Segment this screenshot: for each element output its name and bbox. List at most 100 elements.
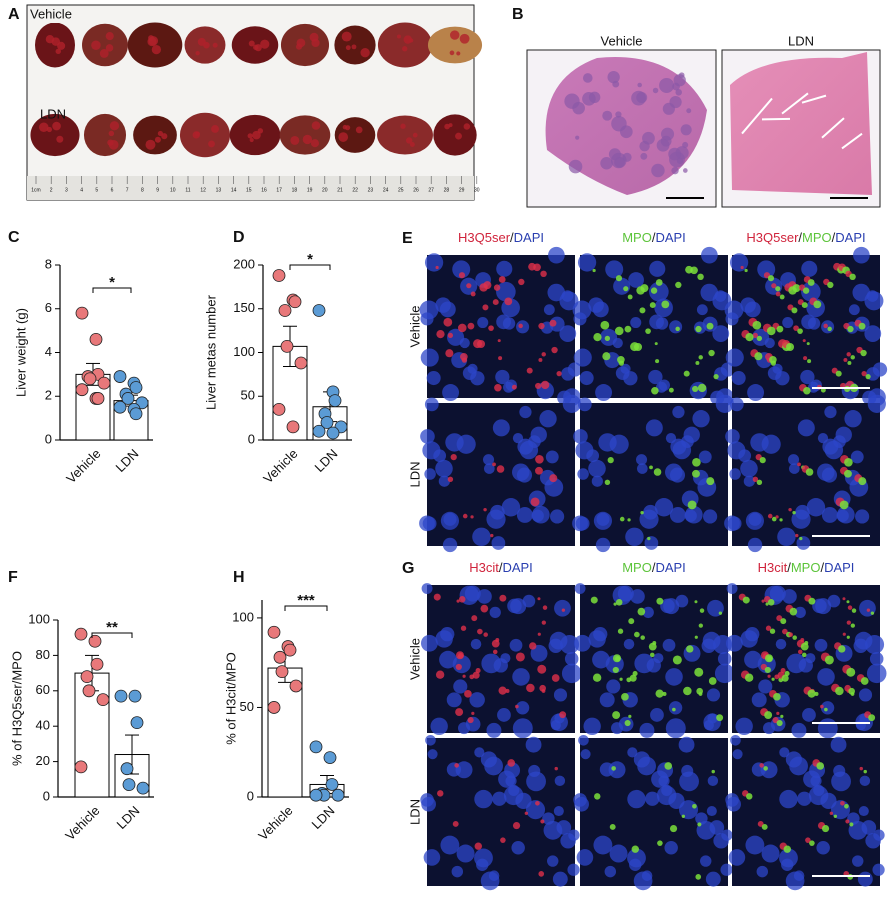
nucleus bbox=[740, 630, 758, 648]
green-signal bbox=[804, 641, 809, 645]
data-point bbox=[283, 643, 297, 657]
green-signal bbox=[764, 711, 773, 720]
nucleus bbox=[740, 297, 756, 313]
nucleus bbox=[867, 394, 886, 413]
red-signal bbox=[788, 632, 793, 637]
nucleus bbox=[802, 708, 816, 722]
green-signal bbox=[744, 268, 748, 273]
nucleus bbox=[576, 849, 594, 866]
metastasis bbox=[636, 92, 648, 103]
data-point bbox=[97, 376, 111, 390]
green-signal bbox=[847, 360, 852, 365]
nucleus bbox=[650, 708, 664, 722]
nucleus bbox=[801, 260, 818, 277]
lesion bbox=[403, 35, 413, 44]
red-signal bbox=[526, 367, 533, 374]
ruler-label: 17 bbox=[276, 187, 282, 193]
green-signal bbox=[655, 689, 664, 698]
data-point bbox=[320, 416, 334, 429]
y-tick-label: 2 bbox=[45, 388, 52, 403]
red-signal bbox=[788, 507, 792, 512]
significance-label: ** bbox=[106, 619, 118, 636]
row-label: Vehicle bbox=[407, 306, 422, 348]
data-point bbox=[312, 304, 326, 317]
y-axis-title: % of H3Q5ser/MPO bbox=[9, 651, 24, 766]
red-signal bbox=[455, 663, 462, 671]
lesion bbox=[56, 135, 64, 143]
red-signal bbox=[535, 454, 544, 464]
nucleus bbox=[684, 509, 697, 522]
red-signal bbox=[497, 339, 501, 343]
label-part: DAPI bbox=[502, 560, 532, 575]
red-signal bbox=[515, 652, 525, 662]
green-signal bbox=[850, 623, 855, 628]
green-signal bbox=[780, 618, 787, 625]
metastasis bbox=[659, 77, 675, 93]
red-signal bbox=[797, 649, 803, 655]
label-part: / bbox=[787, 560, 791, 575]
nucleus bbox=[810, 775, 822, 787]
y-axis-title: % of H3cit/MPO bbox=[223, 652, 238, 744]
green-signal bbox=[613, 602, 617, 606]
lesion bbox=[296, 38, 306, 48]
green-signal bbox=[675, 281, 682, 289]
red-signal bbox=[488, 325, 494, 331]
lesion bbox=[151, 44, 162, 55]
label-part: H3Q5ser bbox=[458, 230, 511, 245]
nucleus bbox=[453, 679, 468, 694]
green-signal bbox=[761, 824, 768, 830]
nucleus bbox=[763, 722, 776, 735]
green-signal bbox=[612, 654, 622, 663]
red-signal bbox=[859, 766, 863, 771]
nucleus bbox=[816, 840, 830, 855]
data-point bbox=[278, 304, 292, 317]
green-signal bbox=[783, 845, 791, 853]
green-signal bbox=[846, 635, 850, 639]
green-signal bbox=[780, 714, 784, 719]
nucleus bbox=[630, 317, 642, 329]
data-point bbox=[96, 693, 110, 707]
red-signal bbox=[464, 690, 472, 698]
vessel bbox=[741, 97, 773, 135]
label-part: MPO bbox=[802, 230, 832, 245]
metastasis bbox=[582, 73, 593, 83]
green-signal bbox=[604, 479, 611, 485]
nucleus bbox=[801, 281, 821, 302]
ruler-label: 14 bbox=[231, 187, 237, 193]
nucleus bbox=[578, 734, 589, 746]
nucleus bbox=[788, 463, 800, 474]
lesion bbox=[154, 136, 161, 143]
significance-bracket bbox=[284, 605, 328, 611]
green-signal bbox=[807, 689, 816, 698]
nucleus bbox=[442, 537, 458, 553]
nucleus bbox=[726, 796, 741, 812]
nucleus bbox=[855, 720, 866, 731]
green-signal bbox=[792, 510, 796, 515]
green-signal bbox=[802, 287, 810, 294]
data-point bbox=[312, 424, 326, 438]
lesion bbox=[145, 139, 156, 150]
nucleus bbox=[740, 459, 758, 478]
data-point bbox=[75, 306, 89, 320]
nucleus bbox=[446, 692, 462, 708]
significance-label: * bbox=[307, 251, 313, 268]
nucleus bbox=[440, 835, 460, 855]
nucleus bbox=[561, 367, 575, 381]
nucleus bbox=[605, 260, 624, 279]
green-signal bbox=[813, 300, 822, 309]
nucleus bbox=[729, 397, 744, 412]
nucleus bbox=[613, 277, 631, 295]
nucleus bbox=[575, 516, 590, 531]
nucleus bbox=[855, 509, 870, 524]
x-tick-label: Vehicle bbox=[255, 803, 295, 843]
nucleus bbox=[806, 497, 826, 517]
red-signal bbox=[500, 837, 506, 843]
column-label: H3Q5ser/DAPI bbox=[458, 230, 544, 245]
lesion bbox=[157, 130, 164, 137]
liver bbox=[280, 23, 330, 67]
nucleus bbox=[629, 858, 642, 871]
green-signal bbox=[649, 652, 655, 658]
panel-label: H bbox=[233, 569, 245, 586]
red-signal bbox=[493, 284, 501, 291]
nucleus bbox=[679, 771, 699, 792]
